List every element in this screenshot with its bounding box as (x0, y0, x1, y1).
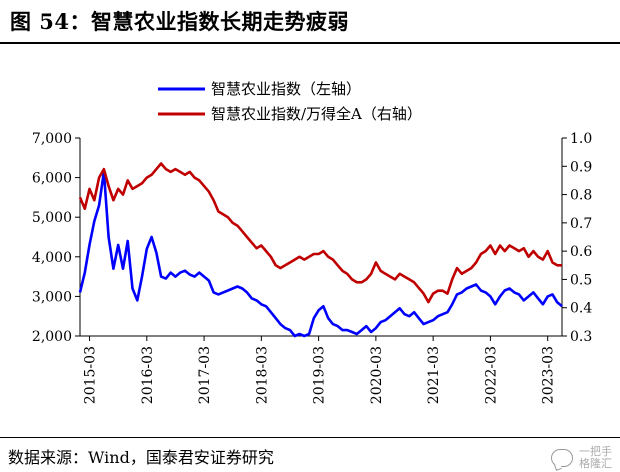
plot-area (78, 162, 563, 338)
right-tick-label: 0.6 (570, 244, 592, 260)
series-line-ratio (78, 162, 562, 304)
line-chart: 智慧农业指数（左轴） 智慧农业指数/万得全A（右轴） 2,000 3,000 4,0… (32, 80, 592, 404)
watermark-text-bottom: 格隆汇 (579, 457, 612, 470)
x-tick-label: 2016-03 (140, 346, 156, 404)
legend-label-index: 智慧农业指数（左轴） (211, 80, 361, 98)
series-line-index (78, 170, 563, 338)
left-tick-label: 5,000 (32, 210, 72, 226)
left-tick-label: 6,000 (32, 171, 72, 187)
x-tick-label: 2018-03 (254, 346, 270, 404)
left-tick-label: 7,000 (32, 131, 72, 147)
watermark-text-top: 一把手 (579, 445, 612, 458)
x-tick-label: 2020-03 (369, 346, 385, 404)
x-tick-label: 2022-03 (483, 346, 499, 404)
axes: 2,000 3,000 4,000 5,000 6,000 7,000 0.3 0.4 0.5 0… (32, 131, 592, 404)
left-tick-label: 3,000 (32, 289, 72, 305)
right-tick-label: 0.4 (570, 301, 592, 317)
left-tick-label: 4,000 (32, 250, 72, 266)
watermark: 一把手 格隆汇 (551, 446, 612, 470)
x-tick-label: 2019-03 (312, 346, 328, 404)
right-tick-label: 1.0 (570, 131, 592, 147)
right-tick-label: 0.5 (570, 272, 592, 288)
legend-label-ratio: 智慧农业指数/万得全A（右轴） (211, 105, 422, 123)
right-tick-label: 0.7 (570, 216, 592, 232)
x-tick-label: 2023-03 (541, 346, 557, 404)
right-tick-label: 0.3 (570, 329, 592, 345)
figure-title: 图 54：智慧农业指数长期走势疲弱 (10, 9, 350, 34)
source-note: 数据来源：Wind，国泰君安证券研究 (8, 448, 274, 467)
wechat-icon (551, 449, 573, 467)
watermark-logo: 一把手 格隆汇 (579, 446, 612, 470)
right-tick-label: 0.9 (570, 159, 592, 175)
legend: 智慧农业指数（左轴） 智慧农业指数/万得全A（右轴） (158, 80, 422, 123)
right-tick-label: 0.8 (570, 188, 592, 204)
x-tick-label: 2021-03 (426, 346, 442, 404)
source-rule (0, 437, 620, 438)
left-tick-label: 2,000 (32, 329, 72, 345)
title-rule (0, 42, 620, 44)
x-tick-label: 2015-03 (83, 346, 99, 404)
x-tick-label: 2017-03 (197, 346, 213, 404)
